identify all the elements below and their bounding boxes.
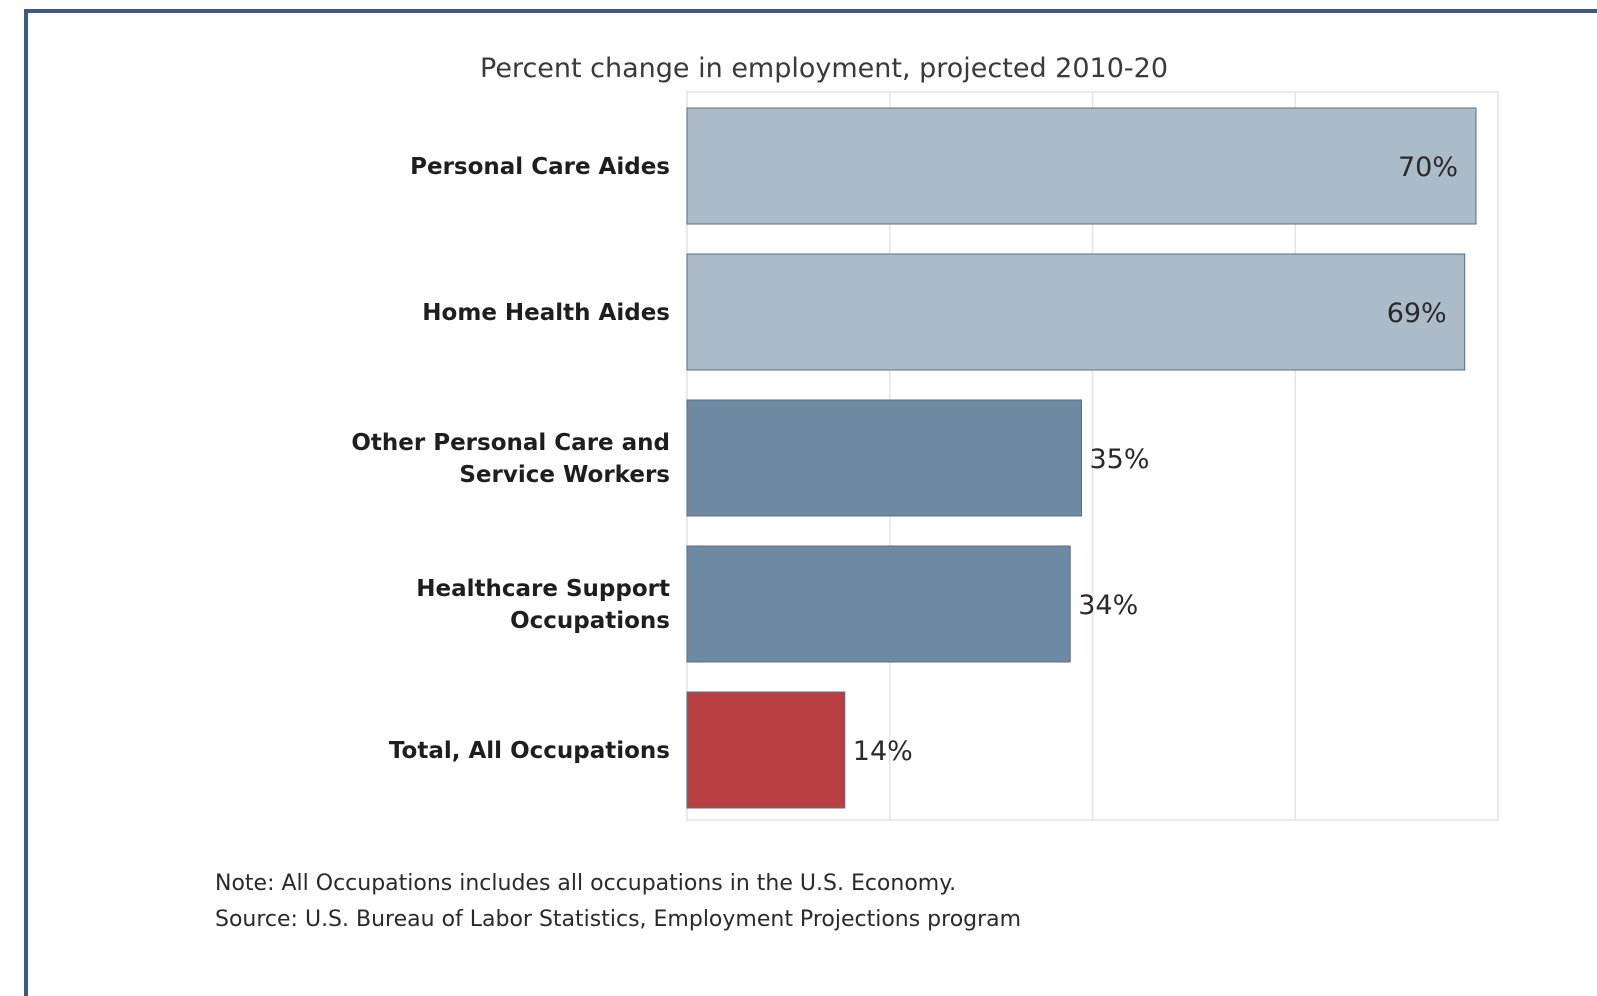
- chart-title: Percent change in employment, projected …: [480, 53, 1168, 84]
- bar: [686, 107, 1477, 225]
- chart-frame: [24, 9, 1597, 996]
- bar: [686, 691, 846, 809]
- bar-value-label: 70%: [1398, 152, 1458, 183]
- category-label: Healthcare Support: [416, 576, 670, 602]
- bar-value-label: 35%: [1090, 444, 1150, 475]
- category-label: Occupations: [510, 608, 670, 634]
- bar: [686, 545, 1071, 663]
- bar-value-label: 14%: [853, 736, 913, 767]
- bar: [686, 399, 1082, 517]
- category-label: Other Personal Care and: [351, 430, 670, 456]
- category-label: Home Health Aides: [422, 300, 670, 326]
- category-label: Service Workers: [459, 462, 670, 488]
- chart-source: Source: U.S. Bureau of Labor Statistics,…: [215, 907, 1022, 932]
- chart-note: Note: All Occupations includes all occup…: [215, 871, 957, 896]
- bar-value-label: 69%: [1387, 298, 1447, 329]
- bar-value-label: 34%: [1078, 590, 1138, 621]
- category-label: Personal Care Aides: [410, 154, 670, 180]
- bar: [686, 253, 1466, 371]
- category-label: Total, All Occupations: [389, 738, 670, 764]
